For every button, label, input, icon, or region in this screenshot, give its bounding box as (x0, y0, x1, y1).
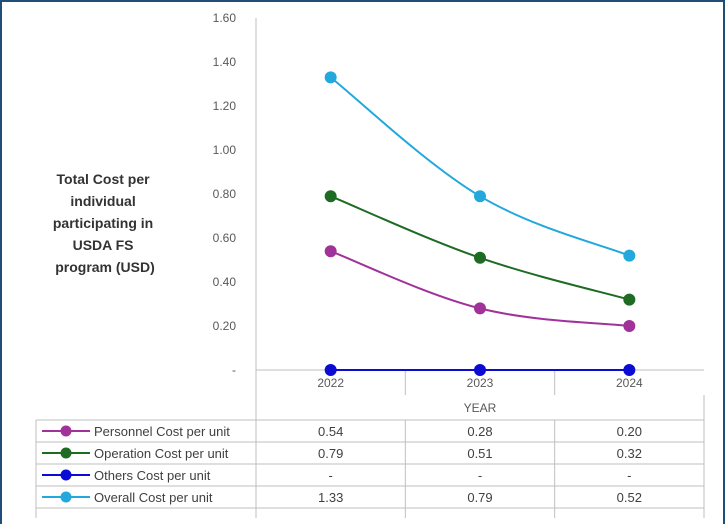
x-tick-label: 2024 (616, 376, 643, 390)
series-line (330, 76, 630, 257)
data-point (324, 190, 337, 203)
data-point (324, 245, 337, 258)
data-point (474, 251, 486, 264)
series-group (324, 71, 636, 376)
y-tick-label: 1.00 (213, 143, 237, 157)
y-axis-title: Total Cost per individual participating … (53, 171, 157, 275)
data-point (324, 364, 337, 376)
y-axis-title-line: Total Cost per (57, 171, 151, 187)
y-tick-label: 0.60 (213, 231, 237, 245)
table-cell-value: 0.20 (617, 424, 642, 439)
legend-key-marker (60, 491, 72, 503)
axes (255, 18, 704, 420)
data-point (474, 302, 486, 315)
legend-key-marker (60, 469, 72, 481)
y-tick-label: 0.40 (213, 275, 237, 289)
table-cell-value: 0.79 (467, 490, 492, 505)
data-point (324, 71, 337, 84)
table-cell-value: 0.79 (318, 446, 343, 461)
table-cell-value: - (328, 468, 332, 483)
data-point (623, 293, 636, 306)
table-cell-value: 0.28 (467, 424, 492, 439)
table-cell-value: 0.51 (467, 446, 492, 461)
y-axis-title-line: participating in (53, 215, 153, 231)
data-point (474, 364, 486, 376)
y-tick-labels: - 0.20 0.40 0.60 0.80 1.00 1.20 1.40 1.60 (213, 11, 237, 377)
legend-key-marker (60, 425, 72, 437)
y-axis-title-line: program (USD) (55, 259, 155, 275)
legend-entry: Others Cost per unit (94, 468, 211, 483)
table-cell-value: 0.32 (617, 446, 642, 461)
y-tick-label: 1.60 (213, 11, 237, 25)
x-tick-labels: 2022 2023 2024 (317, 376, 643, 390)
x-tick-label: 2022 (317, 376, 344, 390)
table-cell-value: - (478, 468, 482, 483)
data-table: Personnel Cost per unit 0.54 0.28 0.20 Opera… (35, 395, 705, 518)
table-cell-value: 1.33 (318, 490, 343, 505)
data-point (623, 249, 636, 262)
table-cell-value: 0.52 (617, 490, 642, 505)
series-line (330, 195, 630, 301)
y-axis-title-line: USDA FS (73, 237, 134, 253)
x-axis-title: YEAR (464, 401, 497, 415)
y-tick-label: 1.40 (213, 55, 237, 69)
y-tick-label: 1.20 (213, 99, 237, 113)
y-tick-label: - (232, 363, 236, 377)
legend-entry: Operation Cost per unit (94, 446, 229, 461)
legend-key-marker (60, 447, 72, 459)
data-point (623, 364, 636, 376)
y-tick-label: 0.80 (213, 187, 237, 201)
y-axis-title-line: individual (70, 193, 135, 209)
table-cell-value: - (627, 468, 631, 483)
y-tick-label: 0.20 (213, 319, 237, 333)
data-point (474, 190, 486, 203)
data-point (623, 320, 636, 332)
legend-entry: Personnel Cost per unit (94, 424, 230, 439)
table-cell-value: 0.54 (318, 424, 343, 439)
x-tick-label: 2023 (467, 376, 494, 390)
legend-entry: Overall Cost per unit (94, 490, 213, 505)
